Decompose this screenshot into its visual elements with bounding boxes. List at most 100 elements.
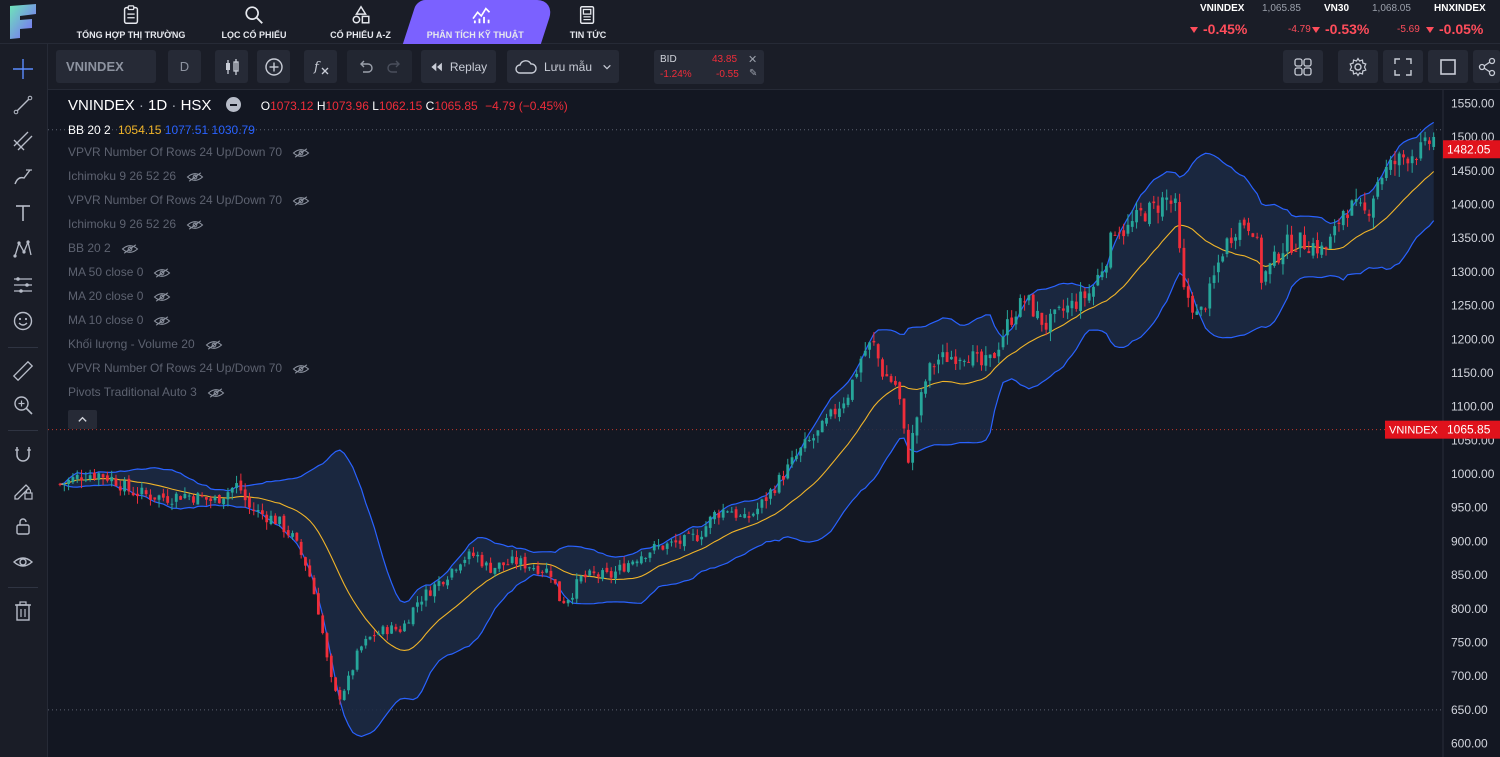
candle xyxy=(58,482,62,487)
candle xyxy=(683,534,686,551)
candle-body xyxy=(1234,237,1238,241)
candle xyxy=(248,492,251,514)
index-ticker-vn30[interactable]: VN30 1,068.05 -0.53% -5.69 xyxy=(1312,0,1427,44)
fib-tool[interactable] xyxy=(8,126,38,156)
brush-tool[interactable] xyxy=(8,162,38,192)
measure-tool[interactable] xyxy=(8,356,38,386)
candle-body xyxy=(1333,226,1337,236)
candle xyxy=(390,622,393,634)
text-tool[interactable] xyxy=(8,198,38,228)
candle xyxy=(898,381,902,405)
share-button[interactable] xyxy=(1473,50,1500,83)
hidden-indicator-item[interactable]: MA 10 close 0 xyxy=(68,313,171,327)
indicators-button[interactable]: f xyxy=(304,50,337,83)
tab-stocks-a-z[interactable]: CỔ PHIẾU A-Z xyxy=(308,0,413,44)
undo-icon[interactable] xyxy=(355,57,375,77)
lock-drawing-tool[interactable] xyxy=(8,475,38,505)
collapse-legend-button[interactable] xyxy=(225,97,241,112)
delete-tool[interactable] xyxy=(8,596,38,626)
candle-body xyxy=(928,363,932,381)
save-template-dropdown[interactable]: Lưu mẫu xyxy=(507,50,619,83)
candle-body xyxy=(248,497,251,508)
brush-icon xyxy=(14,169,32,185)
price-axis[interactable]: 1550.001500.001450.001400.001350.001300.… xyxy=(1442,90,1500,757)
layout-button[interactable] xyxy=(1283,50,1323,83)
candle xyxy=(1212,265,1216,289)
tab-technical-analysis[interactable]: PHÂN TÍCH KỸ THUẬT xyxy=(402,0,556,44)
bb-legend[interactable]: BB 20 2 1054.15 1077.51 1030.79 xyxy=(68,123,255,137)
symbol-search-input[interactable]: VNINDEX xyxy=(56,50,156,83)
bid-quote-panel[interactable]: BID 43.85 -1.24% -0.55 ✕ ✎ xyxy=(654,50,764,84)
hidden-indicator-item[interactable]: Ichimoku 9 26 52 26 xyxy=(68,169,204,183)
candle-body xyxy=(911,432,915,463)
hidden-indicator-item[interactable]: VPVR Number Of Rows 24 Up/Down 70 xyxy=(68,145,310,159)
candle-body xyxy=(794,455,798,460)
candle-body xyxy=(149,494,152,500)
emoji-tool[interactable] xyxy=(8,306,38,336)
candle-body xyxy=(105,475,109,481)
lock-all-tool[interactable] xyxy=(8,511,38,541)
snapshot-button[interactable] xyxy=(1428,50,1468,83)
magnet-tool[interactable] xyxy=(8,439,38,469)
eye-off-icon[interactable] xyxy=(153,292,171,302)
hidden-indicator-item[interactable]: Ichimoku 9 26 52 26 xyxy=(68,217,204,231)
indicator-label: MA 10 close 0 xyxy=(68,313,144,327)
redo-icon[interactable] xyxy=(385,57,405,77)
candle xyxy=(243,483,247,508)
candle xyxy=(536,561,540,576)
analytics-chart-icon xyxy=(472,7,491,24)
settings-button[interactable] xyxy=(1338,50,1378,83)
hidden-indicator-item[interactable]: MA 20 close 0 xyxy=(68,289,171,303)
eye-off-icon[interactable] xyxy=(292,148,310,158)
candle-body xyxy=(179,496,182,500)
eye-off-icon[interactable] xyxy=(186,220,204,230)
hidden-indicator-item[interactable]: VPVR Number Of Rows 24 Up/Down 70 xyxy=(68,193,310,207)
candle-body xyxy=(1216,262,1220,273)
pattern-tool[interactable] xyxy=(8,234,38,264)
candle xyxy=(127,475,131,495)
edit-icon[interactable]: ✎ xyxy=(749,68,758,79)
prediction-tool[interactable] xyxy=(8,270,38,300)
zoom-tool[interactable] xyxy=(8,390,38,420)
hidden-indicator-item[interactable]: VPVR Number Of Rows 24 Up/Down 70 xyxy=(68,361,310,375)
fullscreen-button[interactable] xyxy=(1383,50,1423,83)
candle xyxy=(1165,189,1169,211)
candle-body xyxy=(859,358,863,373)
replay-button[interactable]: Replay xyxy=(421,50,496,83)
candle-body xyxy=(1384,167,1388,178)
index-ticker-vnindex[interactable]: VNINDEX 1,065.85 -0.45% -4.79 xyxy=(1190,0,1311,44)
candle xyxy=(1057,305,1061,311)
eye-off-icon[interactable] xyxy=(121,244,139,254)
hidden-indicator-item[interactable]: Pivots Traditional Auto 3 xyxy=(68,385,225,399)
collapse-indicators-button[interactable] xyxy=(68,410,97,429)
add-indicator-button[interactable] xyxy=(257,50,290,83)
trend-line-tool[interactable] xyxy=(8,90,38,120)
tab-stock-filter[interactable]: LỌC CỔ PHIẾU xyxy=(200,0,308,44)
hidden-indicator-item[interactable]: MA 50 close 0 xyxy=(68,265,171,279)
candle-body xyxy=(1393,160,1397,165)
hidden-indicator-item[interactable]: BB 20 2 xyxy=(68,241,139,255)
candle xyxy=(1432,132,1436,151)
eye-off-icon[interactable] xyxy=(186,172,204,182)
crosshair-tool[interactable] xyxy=(8,54,38,84)
app-logo-icon[interactable] xyxy=(6,2,40,40)
eye-off-icon[interactable] xyxy=(207,388,225,398)
candle xyxy=(863,342,867,357)
close-icon[interactable]: ✕ xyxy=(748,54,758,66)
hidden-indicator-item[interactable]: Khối lượng - Volume 20 xyxy=(68,337,223,351)
interval-button[interactable]: D xyxy=(168,50,201,83)
candle-body xyxy=(1096,274,1100,286)
price-chart[interactable]: 1550.001500.001450.001400.001350.001300.… xyxy=(48,90,1500,757)
eye-off-icon[interactable] xyxy=(292,364,310,374)
eye-off-icon[interactable] xyxy=(153,316,171,326)
tab-news[interactable]: TIN TỨC xyxy=(548,0,628,44)
candle-body xyxy=(889,376,893,382)
eye-off-icon[interactable] xyxy=(205,340,223,350)
tab-market-summary[interactable]: TỔNG HỢP THỊ TRƯỜNG xyxy=(72,0,190,44)
candle xyxy=(889,373,893,384)
index-ticker-hnxindex[interactable]: HNXINDEX -0.05% xyxy=(1426,0,1500,44)
hide-drawings-tool[interactable] xyxy=(8,547,38,577)
eye-off-icon[interactable] xyxy=(292,196,310,206)
eye-off-icon[interactable] xyxy=(153,268,171,278)
chart-type-button[interactable] xyxy=(215,50,248,83)
